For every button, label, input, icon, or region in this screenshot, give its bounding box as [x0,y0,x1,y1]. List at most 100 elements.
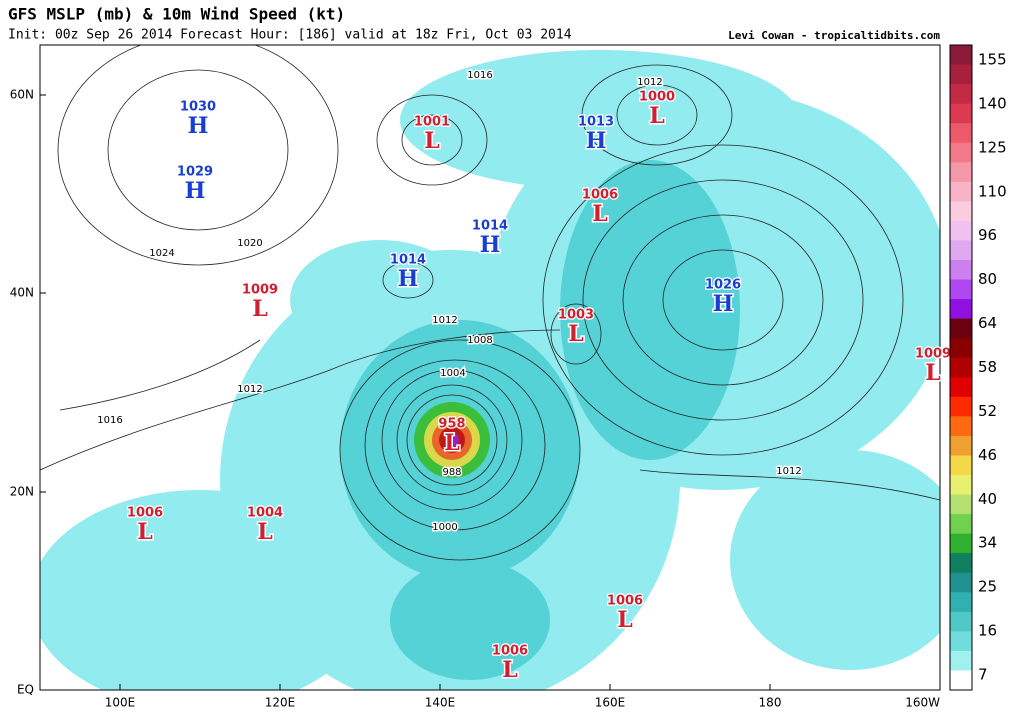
center-letter: L [257,519,272,545]
center-letter: H [398,266,419,292]
isobar-label: 1008 [467,335,492,346]
colorbar-segment [950,240,972,261]
center-pressure: 1006 [582,188,618,203]
colorbar-segment [950,299,972,320]
colorbar-segment [950,650,972,671]
title: GFS MSLP (mb) & 10m Wind Speed (kt) [8,5,345,24]
colorbar-segment [950,455,972,476]
colorbar-segment [950,416,972,437]
isobar-label: 1016 [467,70,492,81]
colorbar-segment [950,553,972,574]
center-pressure: 1000 [639,90,675,105]
colorbar-segment [950,670,972,691]
lat-label: 60N [10,88,34,102]
center-letter: L [424,128,439,154]
center-letter: L [502,657,517,683]
credit: Levi Cowan - tropicaltidbits.com [728,29,940,42]
isobar-label: 1000 [432,522,457,533]
center-letter: L [617,607,632,633]
colorbar-label: 46 [978,446,997,464]
colorbar-segment [950,318,972,339]
colorbar-label: 140 [978,94,1007,112]
center-letter: L [444,430,459,456]
center-letter: L [649,103,664,129]
center-pressure: 1006 [492,644,528,659]
lat-label: EQ [17,683,34,697]
lon-label: 160W [905,696,940,710]
center-letter: H [185,178,206,204]
colorbar-segment [950,572,972,593]
lon-label: 100E [105,696,136,710]
map-field [40,45,940,690]
center-letter: H [713,291,734,317]
colorbar-segment [950,162,972,183]
isobar-label: 1016 [97,415,122,426]
center-letter: L [137,519,152,545]
center-pressure: 1030 [180,100,216,115]
colorbar-segment [950,201,972,222]
center-letter: L [592,201,607,227]
colorbar-label: 110 [978,182,1007,200]
colorbar-segment [950,142,972,163]
colorbar-segment [950,123,972,144]
isobar-label: 1004 [440,368,465,379]
colorbar-frame [949,44,973,691]
center-pressure: 1014 [472,219,508,234]
center-pressure: 1029 [177,165,213,180]
center-letter: H [586,128,607,154]
colorbar-segment [950,533,972,554]
colorbar-segment [950,475,972,496]
colorbar: 155 140 125 110 96 80 64 58 52 46 40 34 25 16 7 [949,44,1007,691]
colorbar-label: 64 [978,314,997,332]
center-letter: H [188,113,209,139]
center-letter: L [568,321,583,347]
center-pressure: 1001 [414,115,450,130]
colorbar-segment [950,84,972,105]
center-pressure: 1006 [127,506,163,521]
colorbar-segment [950,377,972,398]
isobars [40,45,940,561]
colorbar-label: 58 [978,358,997,376]
lon-label: 140E [425,696,456,710]
colorbar-segment [950,396,972,417]
center-pressure: 1009 [915,347,951,362]
lon-label: 180 [759,696,782,710]
colorbar-segment [950,279,972,300]
isobar-label: 1024 [149,248,174,259]
isobar-label: 1020 [237,238,262,249]
center-pressure: 1006 [607,594,643,609]
center-letter: L [925,360,940,386]
colorbar-segment [950,631,972,652]
isobar-label: 1012 [237,384,262,395]
colorbar-segment [950,260,972,281]
isobar-label: 1012 [432,315,457,326]
center-letter: H [480,232,501,258]
lon-label: 160E [595,696,626,710]
colorbar-label: 155 [978,51,1007,69]
colorbar-segment [950,494,972,515]
colorbar-segment [950,181,972,202]
colorbar-segment [950,592,972,613]
isobar-labels: 1016 1012 1024 1020 1012 1008 1004 1012 1016 988 1… [96,69,803,535]
colorbar-label: 7 [978,666,988,684]
center-pressure: 1014 [390,253,426,268]
colorbar-segment [950,64,972,85]
colorbar-label: 16 [978,622,997,640]
isobar-label: 988 [442,467,461,478]
colorbar-segment [950,45,972,66]
colorbar-label: 96 [978,226,997,244]
colorbar-label: 25 [978,578,997,596]
colorbar-segment [950,357,972,378]
center-pressure: 1009 [242,283,278,298]
center-letter: L [252,296,267,322]
lat-label: 20N [10,485,34,499]
axes: 60N 40N 20N EQ 100E 120E 140E 160E 180 160W [10,88,941,710]
isobar-label: 1012 [776,466,801,477]
colorbar-segment [950,103,972,124]
colorbar-label: 125 [978,138,1007,156]
center-pressure: 958 [438,417,465,432]
colorbar-segment [950,435,972,456]
colorbar-label: 52 [978,402,997,420]
colorbar-label: 34 [978,534,997,552]
